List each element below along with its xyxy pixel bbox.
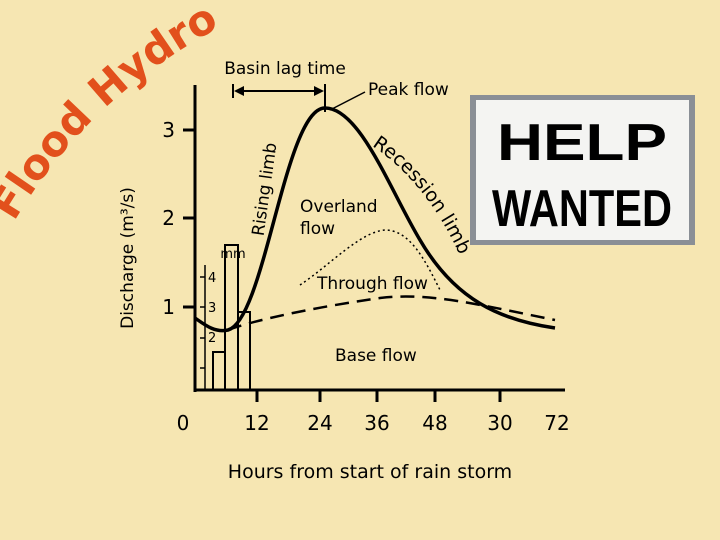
sign-line: WANTED [492,180,672,238]
through-flow-label: Through flow [316,274,428,294]
lag-arrow [232,84,366,112]
overland-label: flow [300,219,335,239]
x-tick-label: 0 [177,411,190,435]
x-tick-label: 48 [422,411,447,435]
x-axis-label: Hours from start of rain storm [228,461,512,483]
x-tick-label: 12 [244,411,269,435]
rain-tick-label: 3 [208,301,216,316]
axes [183,85,565,402]
x-tick-label: 72 [544,411,569,435]
y-axis-label: Discharge (m³/s) [118,187,138,329]
through-flow-line [299,229,441,291]
peak-flow-label: Peak flow [368,80,449,100]
rain-tick-label: 4 [208,271,216,286]
base-flow-line [227,295,556,332]
base-flow-label: Base flow [335,346,417,366]
help-wanted-image: HELP WANTED [470,95,695,245]
basin-lag-label: Basin lag time [224,59,346,79]
y-tick-label: 3 [162,118,175,142]
rain-axis [200,265,206,390]
x-tick-label: 24 [307,411,332,435]
x-tick-label: 30 [487,411,512,435]
rain-unit: mm [220,247,245,262]
y-tick-label: 1 [162,295,175,319]
overland-label: Overland [300,197,378,217]
y-tick-label: 2 [162,206,175,230]
x-tick-label: 36 [364,411,389,435]
rain-tick-label: 2 [208,331,216,346]
sign-line: HELP [497,114,667,172]
